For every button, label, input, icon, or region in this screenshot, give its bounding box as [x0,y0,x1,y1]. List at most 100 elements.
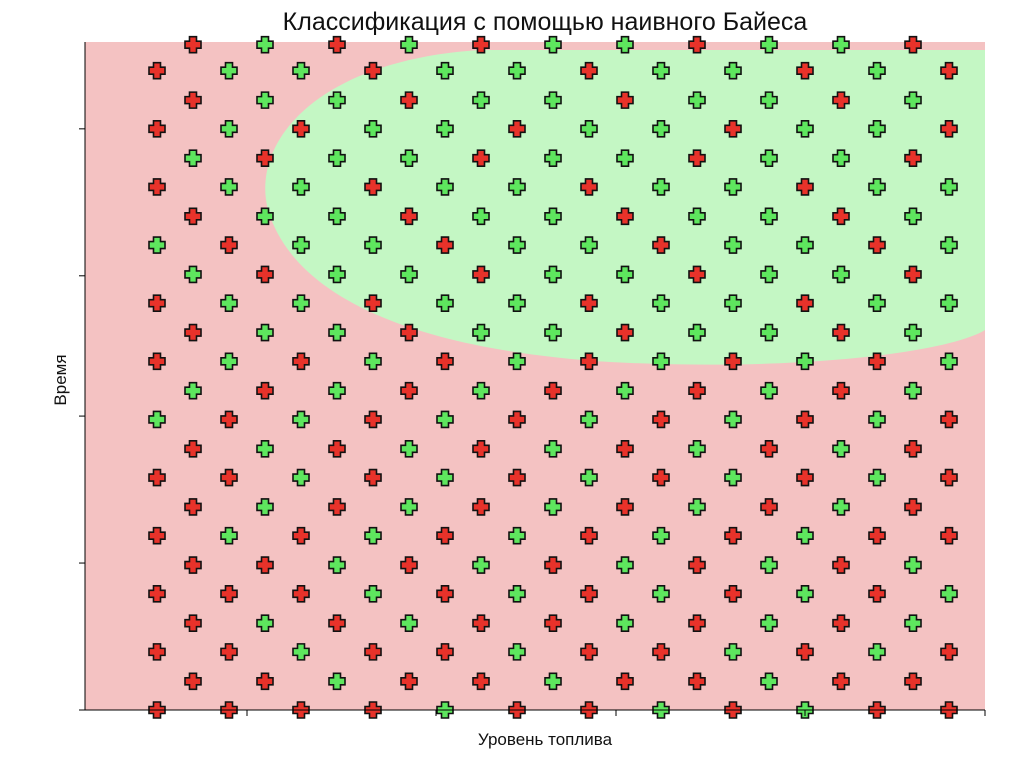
point [868,584,886,603]
point [220,643,238,661]
point [832,323,850,342]
point [616,672,634,691]
point [616,556,634,574]
point [544,149,562,168]
point [328,498,346,516]
point [328,91,346,109]
point [328,207,346,226]
point [580,410,598,429]
point [616,91,634,109]
point [184,498,202,516]
point [148,584,166,603]
point [436,410,454,429]
point [148,61,166,80]
point [904,556,922,574]
point [256,381,274,400]
point [616,207,634,226]
point [688,498,706,516]
point [400,498,418,516]
point [832,381,850,400]
point [868,294,886,312]
point [184,614,202,632]
point [760,381,778,400]
point [148,294,166,312]
point [220,526,238,545]
point [580,61,598,80]
point [472,556,490,574]
point [904,672,922,691]
point [472,149,490,168]
point [796,294,814,312]
point [652,352,670,371]
point [688,614,706,632]
point [472,91,490,109]
point [868,643,886,661]
point [688,556,706,574]
point [508,584,526,603]
point [760,672,778,691]
point [796,61,814,80]
point [508,352,526,371]
point [832,556,850,574]
point [616,614,634,632]
point [148,643,166,661]
point [688,149,706,168]
point [472,614,490,632]
point [436,643,454,661]
point [544,672,562,691]
point [400,323,418,342]
point [868,178,886,196]
point [904,614,922,632]
point [364,178,382,196]
point [220,584,238,603]
point [940,120,958,138]
point [940,584,958,603]
point [544,381,562,400]
point [256,265,274,284]
point [220,236,238,254]
point [220,120,238,138]
point [688,207,706,226]
point [832,91,850,109]
point [292,643,310,661]
point [400,35,418,54]
point [364,468,382,487]
point [256,440,274,458]
point [796,526,814,545]
point [904,265,922,284]
point [256,149,274,168]
point [940,236,958,254]
point [724,178,742,196]
point [184,35,202,54]
point [328,35,346,54]
point [796,352,814,371]
point [472,381,490,400]
point [148,410,166,429]
point [184,440,202,458]
point [796,178,814,196]
point [256,207,274,226]
point [472,323,490,342]
point [940,643,958,661]
point [364,294,382,312]
point [832,440,850,458]
point [796,236,814,254]
point [364,643,382,661]
point [940,526,958,545]
point [508,61,526,80]
point [868,468,886,487]
point [472,440,490,458]
point [580,584,598,603]
point [688,381,706,400]
point [868,236,886,254]
point [400,556,418,574]
point [148,236,166,254]
point [508,643,526,661]
point [148,352,166,371]
point [652,643,670,661]
point [940,61,958,80]
point [652,410,670,429]
point [652,178,670,196]
point [616,498,634,516]
point [760,556,778,574]
